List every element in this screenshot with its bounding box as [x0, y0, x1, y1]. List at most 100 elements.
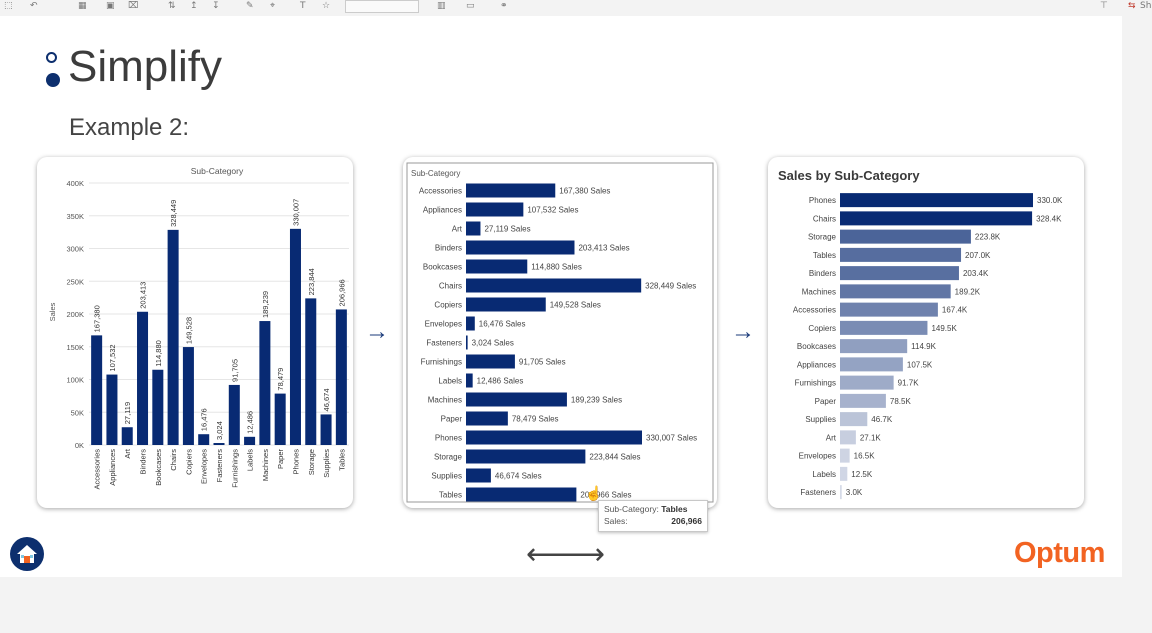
x-tick-label: Fasteners — [215, 449, 224, 483]
text-icon[interactable]: T — [300, 1, 306, 11]
tooltip-label-category: Sub-Category: — [604, 504, 659, 514]
bar — [466, 335, 468, 350]
y-tick-label: 300K — [66, 245, 84, 254]
data-label: 78,479 — [276, 368, 285, 391]
y-tick-label: Art — [826, 433, 837, 442]
y-tick-label: 200K — [66, 310, 84, 319]
x-tick-label: Phones — [291, 449, 300, 475]
x-tick-label: Labels — [246, 449, 255, 471]
data-label: 27,119 Sales — [484, 225, 530, 234]
data-label: 107,532 Sales — [527, 206, 578, 215]
y-axis-label: Sales — [48, 302, 57, 321]
duplicate-icon[interactable]: ▣ — [106, 1, 115, 11]
data-label: 203,413 Sales — [578, 244, 629, 253]
chart-tooltip: Sub-Category: Tables Sales: 206,966 — [598, 500, 708, 532]
bar — [466, 278, 642, 293]
clear-icon[interactable]: ⌧ — [128, 1, 139, 11]
data-label: 223.8K — [975, 233, 1001, 242]
x-tick-label: Paper — [276, 448, 285, 469]
bar — [466, 297, 546, 312]
data-label: 3,024 Sales — [472, 339, 514, 348]
data-label: 189,239 — [261, 291, 270, 318]
sort-asc-icon[interactable]: ↥ — [190, 1, 198, 11]
y-tick-label: Envelopes — [799, 452, 836, 461]
bar — [466, 430, 642, 445]
swap-icon[interactable]: ⇅ — [168, 1, 176, 11]
data-label: 330.0K — [1037, 196, 1063, 205]
data-label: 167,380 Sales — [559, 187, 610, 196]
bar — [259, 321, 271, 445]
fit-dropdown[interactable] — [345, 0, 419, 13]
y-tick-label: Bookcases — [797, 342, 836, 351]
data-label: 114,880 — [154, 340, 163, 367]
data-label: 12.5K — [851, 470, 873, 479]
chart-title: Sub-Category — [191, 166, 244, 176]
tooltip-value-category: Tables — [661, 504, 688, 514]
share-menu-icon[interactable]: ⇆ — [1128, 1, 1136, 11]
data-label: 223,844 — [307, 268, 316, 295]
data-label: 91,705 — [230, 359, 239, 382]
bar — [840, 448, 850, 463]
bar — [213, 443, 225, 445]
bar — [840, 266, 959, 281]
presentation-icon[interactable]: ▭ — [466, 1, 475, 11]
share-icon[interactable]: ⚭ — [500, 1, 508, 11]
sort-desc-icon[interactable]: ↧ — [212, 1, 220, 11]
share-label[interactable]: Sh — [1140, 1, 1152, 11]
y-tick-label: Binders — [435, 244, 462, 253]
pin-icon[interactable]: ☆ — [322, 1, 331, 11]
bar — [320, 414, 332, 445]
x-tick-label: Chairs — [169, 449, 178, 471]
home-button[interactable] — [10, 537, 44, 571]
bar — [840, 284, 951, 299]
data-label: 78,479 Sales — [512, 415, 559, 424]
y-tick-label: 400K — [66, 179, 84, 188]
data-label: 203.4K — [963, 269, 989, 278]
bar — [335, 309, 347, 445]
bar — [466, 411, 508, 426]
bar — [167, 229, 179, 445]
data-label: 16,476 — [200, 408, 209, 431]
y-tick-label: Appliances — [423, 206, 462, 215]
home-icon — [17, 545, 37, 563]
y-tick-label: Paper — [815, 397, 837, 406]
bar — [466, 221, 481, 236]
data-label: 189.2K — [955, 287, 981, 296]
y-tick-label: Storage — [808, 233, 837, 242]
bar — [466, 202, 524, 217]
data-label: 114,880 Sales — [531, 263, 582, 272]
bar — [840, 485, 842, 500]
data-label: 91.7K — [898, 379, 920, 388]
data-label: 223,844 Sales — [589, 453, 640, 462]
x-tick-label: Furnishings — [230, 449, 239, 488]
chart-frame — [406, 162, 714, 503]
arrow-right-icon: → — [731, 318, 755, 345]
bar — [466, 468, 491, 483]
show-me-icon[interactable]: ▥ — [437, 1, 446, 11]
data-label: 46,674 — [322, 388, 331, 411]
select-icon[interactable]: ⬚ — [4, 1, 13, 11]
arrow-right-icon[interactable]: ⟶ — [562, 537, 606, 572]
highlight-icon[interactable]: ✎ — [246, 1, 254, 11]
y-tick-label: Phones — [435, 434, 462, 443]
arrow-left-icon[interactable]: ⟵ — [526, 537, 570, 572]
group-icon[interactable]: ⌖ — [270, 1, 276, 11]
undo-icon[interactable]: ↶ — [30, 1, 38, 11]
data-label: 114.9K — [911, 342, 936, 351]
data-label: 91,705 Sales — [519, 358, 566, 367]
new-sheet-icon[interactable]: ▦ — [78, 1, 87, 11]
bar — [106, 374, 118, 445]
y-tick-label: Machines — [428, 396, 462, 405]
bar — [289, 228, 301, 445]
bar — [198, 434, 210, 445]
data-label: 149,528 Sales — [550, 301, 601, 310]
vertical-bar-chart: Sub-Category Sales 0K 50K 100K 150K 200K 250K 30… — [48, 166, 349, 489]
bar — [840, 247, 962, 262]
data-label: 3.0K — [846, 488, 863, 497]
pin-panel-icon[interactable]: ⊤ — [1100, 1, 1108, 11]
chart-card-sorted: Sales by Sub-Category Phones 330.0K Chairs 3… — [768, 157, 1084, 508]
y-tick-label: 50K — [71, 408, 84, 417]
column-header: Sub-Category — [411, 169, 460, 178]
data-label: 16.5K — [854, 452, 876, 461]
x-tick-label: Storage — [307, 449, 316, 475]
